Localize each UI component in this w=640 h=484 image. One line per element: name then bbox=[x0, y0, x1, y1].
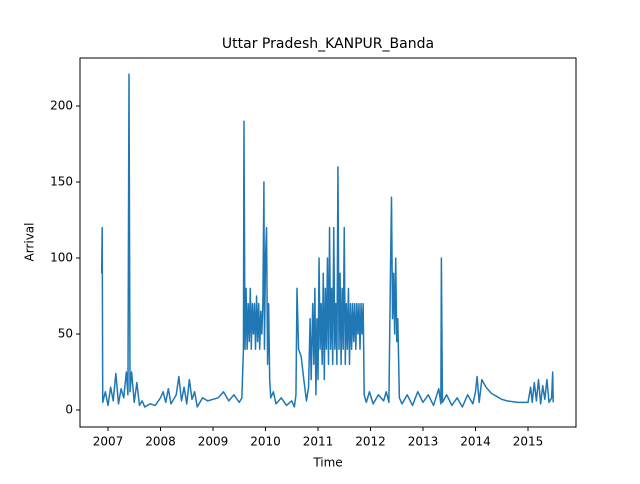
y-tick-label: 0 bbox=[65, 402, 73, 416]
x-tick-label: 2007 bbox=[93, 435, 124, 449]
y-tick-label: 200 bbox=[50, 99, 73, 113]
plot-frame bbox=[79, 57, 577, 428]
y-tick-label: 50 bbox=[58, 326, 73, 340]
chart-title: Uttar Pradesh_KANPUR_Banda bbox=[222, 36, 434, 52]
y-tick-label: 150 bbox=[50, 175, 73, 189]
x-tick-label: 2015 bbox=[513, 435, 544, 449]
y-axis-label: Arrival bbox=[23, 223, 37, 262]
x-tick-label: 2008 bbox=[145, 435, 176, 449]
x-tick-label: 2010 bbox=[250, 435, 281, 449]
x-tick-label: 2012 bbox=[355, 435, 386, 449]
x-tick-label: 2009 bbox=[198, 435, 229, 449]
y-tick-label: 100 bbox=[50, 251, 73, 265]
x-tick-label: 2013 bbox=[408, 435, 439, 449]
x-axis-label: Time bbox=[312, 456, 342, 470]
data-line bbox=[100, 73, 554, 408]
x-tick-label: 2014 bbox=[460, 435, 491, 449]
x-tick-label: 2011 bbox=[303, 435, 334, 449]
